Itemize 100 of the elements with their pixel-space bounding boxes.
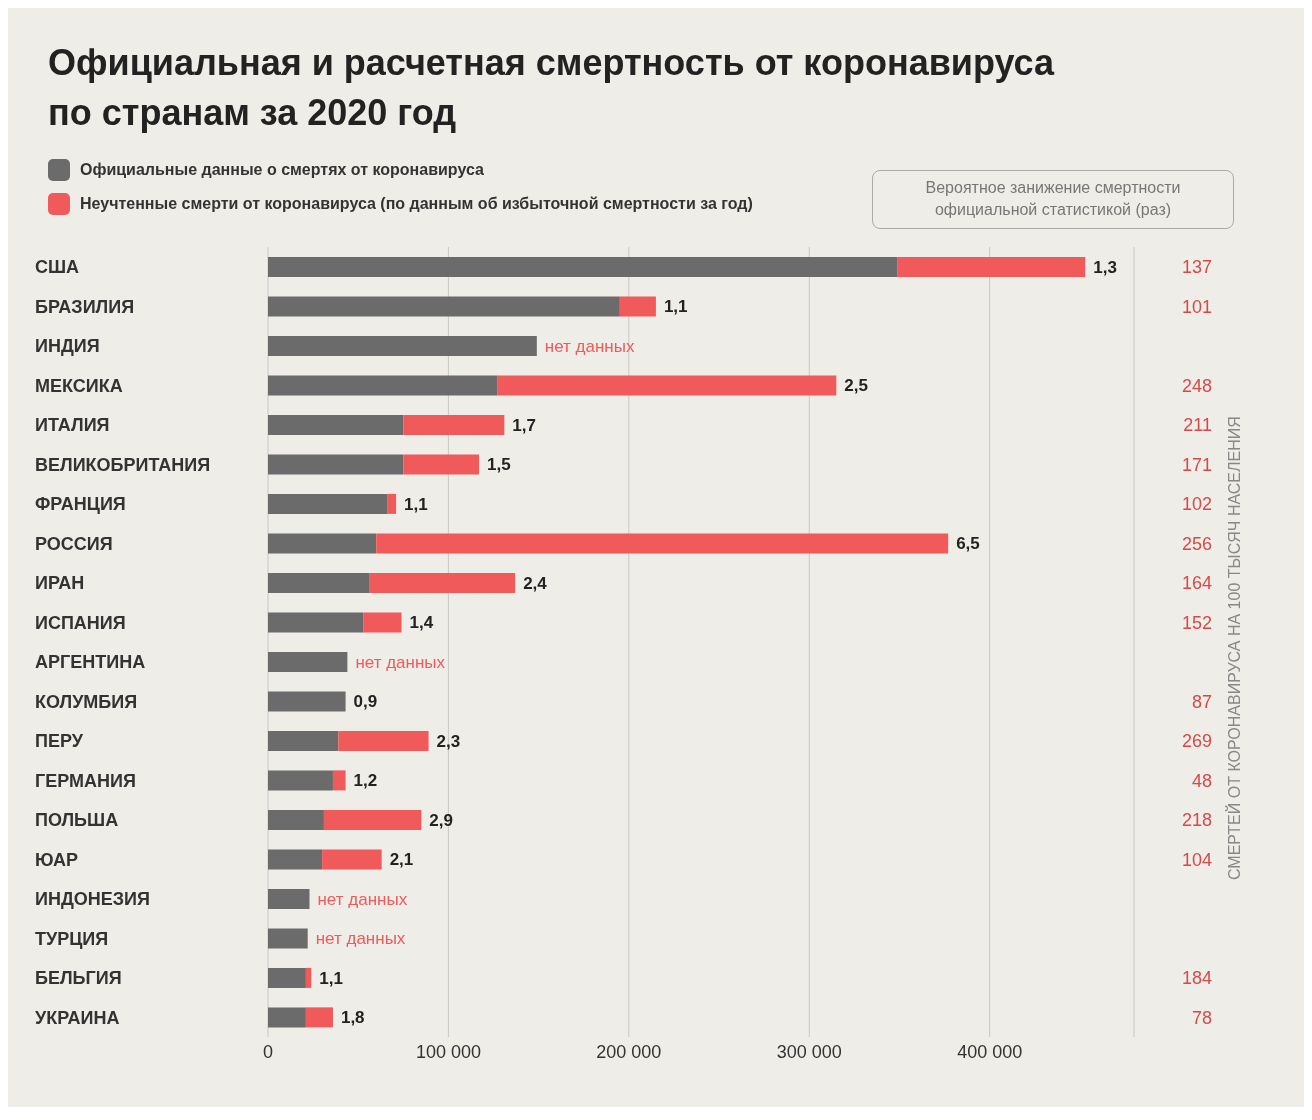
y2-tick-label: 218 — [1181, 809, 1212, 830]
bar — [268, 849, 323, 870]
annotation: 6,5 — [956, 534, 980, 554]
bar — [897, 256, 1086, 277]
bar — [268, 770, 333, 791]
y-tick-label: БЕЛЬГИЯ — [35, 967, 122, 988]
annotation: 1,2 — [353, 771, 378, 791]
y2-tick-label: 211 — [1183, 414, 1212, 435]
bar — [268, 967, 306, 988]
x-tick-label: 300 000 — [776, 1041, 842, 1062]
bar — [268, 533, 377, 554]
annotation: 0,9 — [353, 692, 378, 712]
annotation: 1,1 — [404, 494, 428, 514]
bar — [403, 454, 480, 475]
y-tick-label: РОССИЯ — [35, 533, 113, 554]
annotation: 2,9 — [429, 810, 453, 830]
legend-label: Неучтенные смерти от коронавируса (по данным об избыточной смертности за год) — [80, 194, 753, 212]
y2-tick-label: 152 — [1181, 612, 1212, 633]
bar — [268, 1007, 306, 1028]
annotation: 2,1 — [389, 850, 414, 870]
y2-tick-label: 184 — [1181, 967, 1212, 988]
y-tick-label: ИСПАНИЯ — [35, 612, 126, 633]
x-tick-label: 200 000 — [596, 1041, 662, 1062]
y2-tick-label: 48 — [1191, 770, 1212, 791]
bar — [363, 612, 402, 633]
bar — [338, 730, 429, 751]
y2-tick-label: 256 — [1181, 533, 1212, 554]
y-tick-label: ЮАР — [35, 849, 79, 870]
annotation: 1,5 — [487, 455, 511, 475]
text: Вероятное занижение смертности официальной статистикой (раз) — [872, 170, 1234, 229]
bar — [305, 967, 312, 988]
bar — [268, 651, 348, 672]
bar — [619, 296, 656, 317]
y-tick-label: ПОЛЬША — [35, 809, 119, 830]
x-tick-label: 100 000 — [415, 1041, 481, 1062]
y-tick-label: КОЛУМБИЯ — [35, 691, 138, 712]
bar — [268, 375, 498, 396]
annotation: 1,1 — [663, 297, 688, 317]
y-tick-label: ПЕРУ — [35, 730, 84, 751]
annotation: 2,3 — [436, 731, 461, 751]
bar — [268, 256, 898, 277]
y-tick-label: ИТАЛИЯ — [35, 414, 110, 435]
y2-tick-label: 164 — [1181, 572, 1212, 593]
legend-label: Официальные данные о смертях от коронавируса — [79, 159, 485, 180]
bar — [369, 572, 516, 593]
bar — [268, 809, 324, 830]
y-tick-label: ТУРЦИЯ — [35, 928, 109, 949]
annotation: 2,4 — [523, 573, 548, 593]
annotation: нет данных — [544, 336, 635, 356]
y-tick-label: ИРАН — [35, 572, 85, 593]
bar — [387, 493, 397, 514]
y-tick-label: ИНДИЯ — [35, 335, 100, 356]
y2-tick-label: 171 — [1181, 454, 1212, 475]
annotation: нет данных — [315, 929, 406, 949]
bar — [268, 335, 537, 356]
y-tick-label: АРГЕНТИНА — [35, 651, 146, 672]
y-tick-label: ВЕЛИКОБРИТАНИЯ — [35, 454, 211, 475]
bar — [268, 493, 388, 514]
y2-tick-label: 101 — [1181, 296, 1212, 317]
y-tick-label: США — [35, 256, 80, 277]
y-tick-label: ГЕРМАНИЯ — [35, 770, 136, 791]
text: СМЕРТЕЙ ОТ КОРОНАВИРУСА НА 100 ТЫСЯЧ НАСЕЛЕНИЯ — [1226, 415, 1244, 882]
y-tick-label: МЕКСИКА — [35, 375, 123, 396]
bar — [323, 809, 422, 830]
bar — [268, 730, 339, 751]
annotation: нет данных — [355, 652, 446, 672]
bar — [268, 572, 370, 593]
y2-tick-label: 104 — [1181, 849, 1212, 870]
annotation: 2,5 — [844, 376, 868, 396]
y2-tick-label: 248 — [1181, 375, 1212, 396]
y-tick-label: ИНДОНЕЗИЯ — [35, 888, 150, 909]
y2-tick-label: 102 — [1181, 493, 1212, 514]
bar — [322, 849, 382, 870]
bar — [268, 612, 364, 633]
bar — [268, 691, 346, 712]
y-tick-label: ФРАНЦИЯ — [35, 493, 126, 514]
y2-tick-label: 87 — [1191, 691, 1212, 712]
y-tick-label: УКРАИНА — [35, 1007, 120, 1028]
annotation: нет данных — [317, 889, 408, 909]
bar — [268, 928, 308, 949]
x-tick-label: 400 000 — [957, 1041, 1023, 1062]
bar — [497, 375, 837, 396]
annotation: 1,1 — [319, 968, 343, 988]
y2-tick-label: 269 — [1181, 730, 1212, 751]
bar — [268, 888, 310, 909]
bar — [268, 454, 404, 475]
bar — [332, 770, 346, 791]
annotation: 1,3 — [1093, 257, 1117, 277]
annotation: 1,7 — [512, 415, 536, 435]
x-tick-label: 0 — [262, 1041, 274, 1062]
y2-tick-label: 78 — [1191, 1007, 1212, 1028]
bar — [305, 1007, 333, 1028]
bar — [268, 296, 620, 317]
bar — [268, 414, 404, 435]
bar — [376, 533, 949, 554]
chart-title: Официальная и расчетная смертность от коронавируса по странам за 2020 год — [48, 41, 1056, 136]
annotation: 1,4 — [409, 613, 434, 633]
bar — [403, 414, 505, 435]
y-tick-label: БРАЗИЛИЯ — [35, 296, 135, 317]
annotation: 1,8 — [340, 1008, 365, 1028]
